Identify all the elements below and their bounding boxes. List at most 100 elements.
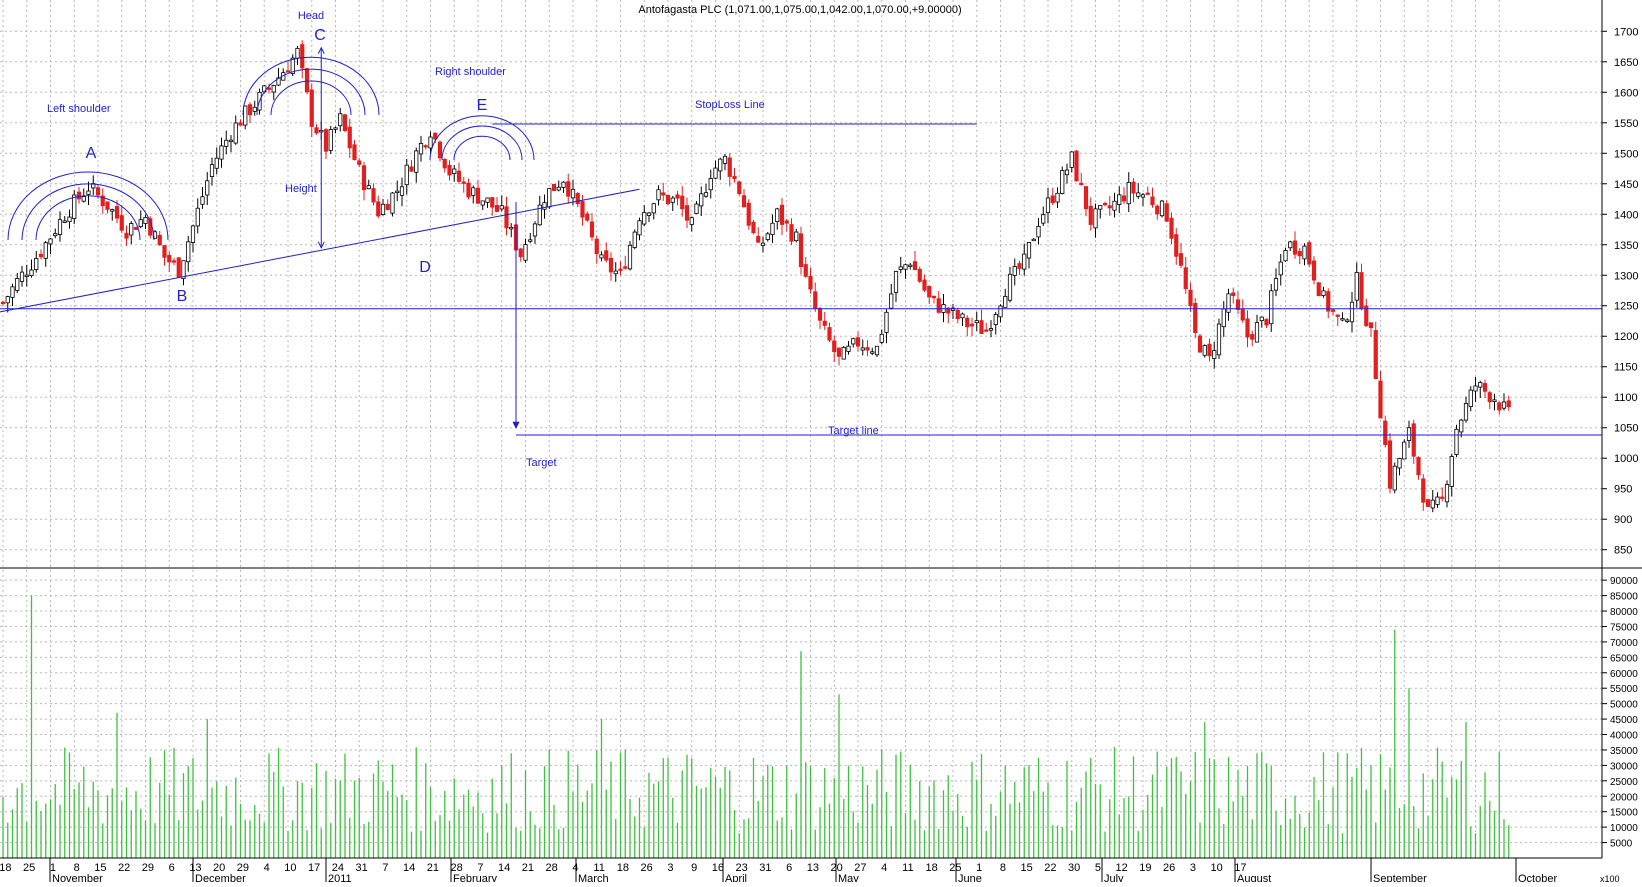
x-day-label: 18 (617, 862, 629, 874)
candle-body (1501, 401, 1507, 409)
candle-body (561, 181, 566, 188)
x-day-label: 28 (451, 862, 463, 874)
candle-body (784, 220, 789, 224)
candle-body (547, 188, 552, 208)
price-tick-label: 1400 (1614, 209, 1638, 221)
candle-body (1231, 292, 1236, 297)
candle-body (946, 307, 951, 314)
candle-body (1345, 319, 1350, 322)
candle-body (219, 145, 224, 160)
candle-body (1373, 330, 1378, 380)
price-tick-label: 1450 (1614, 179, 1638, 191)
candle-body (1126, 182, 1131, 205)
x-month-label: July (1104, 873, 1124, 882)
candle-body (1492, 399, 1497, 402)
candle-body (304, 68, 310, 93)
candle-body (1112, 200, 1117, 211)
candle-body (380, 203, 386, 215)
target-arrow-head (512, 421, 520, 429)
candle-body (19, 271, 25, 282)
x-day-label: 6 (786, 862, 792, 874)
candle-body (1226, 293, 1231, 313)
candle-body (361, 165, 367, 191)
candle-body (1007, 273, 1013, 301)
candle-body (1297, 250, 1302, 257)
height-arrow-head (317, 46, 325, 54)
volume-tick-label: 5000 (1610, 839, 1633, 850)
candle-body (1459, 419, 1464, 433)
x-day-label: 14 (498, 862, 510, 874)
volume-tick-label: 40000 (1610, 731, 1638, 742)
label-c: C (314, 27, 326, 44)
candle-body (461, 181, 466, 184)
candle-body (741, 195, 747, 208)
candle-body (1264, 319, 1269, 326)
candle-body (124, 232, 129, 239)
candle-body (908, 264, 913, 267)
candle-body (1368, 322, 1374, 329)
price-tick-label: 900 (1614, 514, 1632, 526)
candle-body (570, 188, 576, 199)
candle-body (200, 196, 205, 205)
candle-body (1183, 267, 1188, 290)
candle-body (955, 309, 960, 320)
candle-body (979, 320, 984, 334)
candle-body (542, 202, 547, 210)
x-month-label: 2011 (328, 873, 352, 882)
candle-body (675, 194, 680, 199)
candle-body (879, 333, 884, 343)
candle-body (623, 266, 628, 269)
candle-body (1411, 423, 1416, 457)
candle-body (1079, 182, 1084, 186)
candle-body (323, 129, 329, 152)
candle-body (57, 219, 63, 235)
candle-body (1060, 170, 1065, 194)
candle-body (936, 298, 941, 313)
candle-body (1131, 181, 1136, 194)
price-tick-label: 1650 (1614, 57, 1638, 69)
x-month-label: April (725, 873, 747, 882)
candle-body (1278, 261, 1283, 276)
candle-body (1449, 456, 1454, 487)
x-day-label: 22 (118, 862, 130, 874)
x-day-label: 31 (356, 862, 368, 874)
candle-body (1435, 496, 1440, 505)
x-day-label: 29 (142, 862, 154, 874)
candle-body (247, 104, 253, 116)
candle-body (827, 327, 832, 341)
candle-body (1245, 318, 1250, 338)
candle-body (342, 114, 348, 132)
candle-body (1383, 420, 1388, 445)
x-day-label: 24 (332, 862, 344, 874)
candle-body (1098, 205, 1103, 210)
candle-body (718, 158, 723, 172)
x-day-label: 19 (1139, 862, 1151, 874)
candle-body (62, 220, 67, 223)
candle-body (1140, 194, 1146, 198)
candle-body (385, 204, 390, 211)
candle-body (176, 257, 181, 278)
candle-body (917, 268, 922, 282)
candle-body (1311, 260, 1317, 281)
candle-body (129, 223, 134, 236)
label-stoploss: StopLoss Line (695, 99, 765, 111)
candle-body (466, 182, 471, 198)
candle-body (1292, 240, 1298, 255)
candle-body (998, 305, 1003, 318)
candle-body (34, 258, 39, 270)
x-month-label: October (1518, 873, 1557, 882)
x-month-label: November (52, 873, 103, 882)
candle-body (1250, 334, 1255, 340)
x-day-label: 27 (854, 862, 866, 874)
x-month-label: August (1237, 873, 1271, 882)
candle-body (1354, 272, 1359, 301)
candle-body (993, 314, 998, 325)
candle-body (494, 205, 500, 212)
candle-body (960, 313, 965, 319)
x-day-label: 26 (1163, 862, 1175, 874)
candle-body (689, 217, 694, 225)
candle-body (433, 132, 438, 140)
candle-body (1136, 192, 1141, 197)
candle-body (1117, 194, 1122, 205)
